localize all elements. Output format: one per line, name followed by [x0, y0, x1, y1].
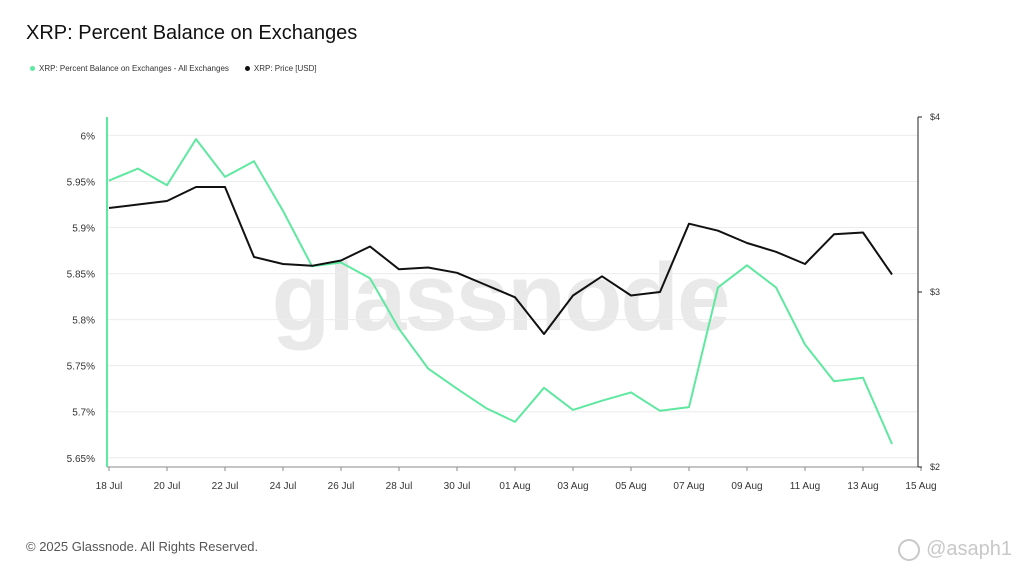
y-left-tick-label: 5.7% — [72, 408, 95, 419]
y-right-tick-label: $3 — [930, 287, 940, 297]
y-left-tick-label: 5.9% — [72, 224, 95, 235]
legend-label-price: XRP: Price [USD] — [253, 64, 317, 73]
y-right-tick-label: $4 — [930, 112, 940, 122]
x-tick-label: 26 Jul — [328, 481, 355, 492]
x-tick-label: 30 Jul — [444, 481, 471, 492]
camera-icon — [898, 538, 921, 561]
legend: XRP: Percent Balance on Exchanges - All … — [30, 64, 317, 73]
x-tick-label: 05 Aug — [615, 481, 646, 492]
y-left-tick-label: 5.95% — [67, 177, 95, 188]
x-tick-label: 28 Jul — [386, 481, 413, 492]
x-tick-label: 22 Jul — [212, 481, 239, 492]
chart-title: XRP: Percent Balance on Exchanges — [26, 22, 358, 44]
y-left-tick-label: 5.75% — [67, 362, 95, 373]
corner-tag-text: @asaph1 — [926, 538, 1012, 560]
y-left-tick-label: 5.85% — [67, 270, 95, 281]
x-tick-label: 07 Aug — [673, 481, 704, 492]
copyright-footer: © 2025 Glassnode. All Rights Reserved. — [26, 539, 259, 554]
legend-item-price[interactable]: XRP: Price [USD] — [244, 64, 317, 73]
x-tick-label: 15 Aug — [905, 481, 936, 492]
x-tick-label: 03 Aug — [557, 481, 588, 492]
x-tick-label: 09 Aug — [731, 481, 762, 492]
background-watermark: glassnode — [272, 244, 729, 351]
x-tick-label: 18 Jul — [96, 481, 123, 492]
series-line-balance — [108, 138, 893, 445]
y-right-tick-label: $2 — [930, 462, 940, 472]
x-tick-label: 01 Aug — [499, 481, 530, 492]
legend-swatch-balance — [30, 66, 35, 71]
legend-swatch-price — [244, 66, 250, 71]
corner-watermark: @asaph1 — [898, 538, 1012, 561]
x-tick-label: 13 Aug — [847, 481, 878, 492]
y-left-tick-label: 5.65% — [67, 454, 95, 465]
x-tick-label: 11 Aug — [790, 481, 820, 492]
x-tick-label: 24 Jul — [270, 481, 297, 492]
series-line-price — [108, 186, 893, 335]
y-left-tick-label: 6% — [81, 131, 96, 142]
y-left-tick-label: 5.8% — [72, 316, 95, 327]
legend-label-balance: XRP: Percent Balance on Exchanges - All … — [39, 64, 229, 73]
x-tick-label: 20 Jul — [154, 481, 181, 492]
legend-item-balance[interactable]: XRP: Percent Balance on Exchanges - All … — [30, 64, 229, 73]
